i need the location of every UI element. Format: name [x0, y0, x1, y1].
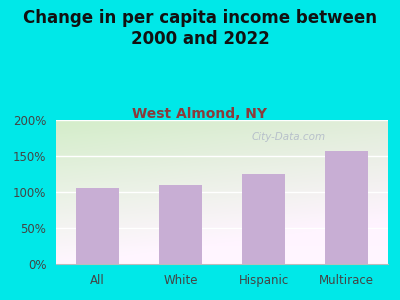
Text: Change in per capita income between
2000 and 2022: Change in per capita income between 2000…	[23, 9, 377, 48]
Bar	[159, 185, 202, 264]
Text: City-Data.com: City-Data.com	[251, 132, 326, 142]
Bar	[325, 151, 368, 264]
Bar	[242, 174, 285, 264]
Text: West Almond, NY: West Almond, NY	[132, 106, 268, 121]
Bar	[76, 188, 119, 264]
